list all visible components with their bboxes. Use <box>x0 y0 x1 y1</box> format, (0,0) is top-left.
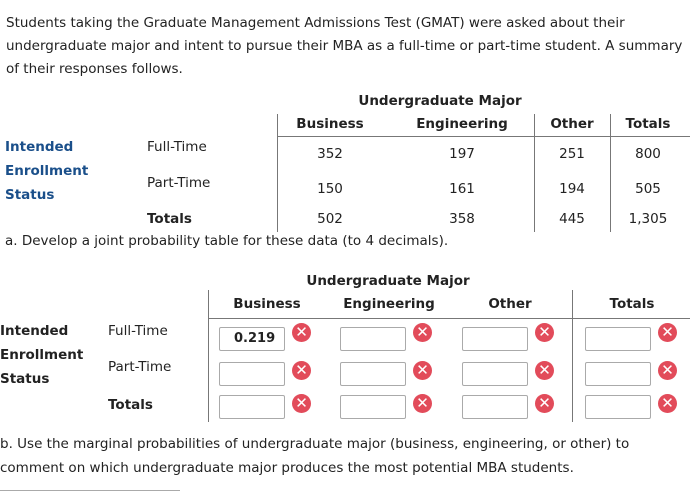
answer-input[interactable] <box>219 395 285 419</box>
column-header: Engineering <box>343 296 435 312</box>
answer-input[interactable] <box>219 362 285 386</box>
row-label: Totals <box>147 211 192 227</box>
cell: 352 <box>317 146 343 162</box>
row-group-label: Enrollment <box>5 163 89 179</box>
answer-input[interactable]: 0.219 <box>219 327 285 351</box>
row-label: Totals <box>108 397 153 413</box>
incorrect-icon: ✕ <box>292 323 311 342</box>
incorrect-icon: ✕ <box>658 361 677 380</box>
incorrect-icon: ✕ <box>535 361 554 380</box>
column-header: Totals <box>625 116 671 132</box>
cell: 194 <box>559 181 585 197</box>
incorrect-icon: ✕ <box>413 361 432 380</box>
group-header: Undergraduate Major <box>306 273 470 289</box>
rule <box>610 114 611 232</box>
column-header: Engineering <box>416 116 508 132</box>
column-header: Other <box>488 296 532 312</box>
incorrect-icon: ✕ <box>413 394 432 413</box>
answer-input[interactable] <box>585 327 651 351</box>
incorrect-icon: ✕ <box>292 361 311 380</box>
answer-input[interactable] <box>462 362 528 386</box>
answer-input[interactable] <box>462 327 528 351</box>
column-header: Totals <box>609 296 655 312</box>
cell: 800 <box>635 146 661 162</box>
cell: 358 <box>449 211 475 227</box>
incorrect-icon: ✕ <box>413 323 432 342</box>
row-group-label: Status <box>0 371 50 387</box>
row-label: Part-Time <box>108 359 172 375</box>
incorrect-icon: ✕ <box>658 323 677 342</box>
column-header: Business <box>296 116 364 132</box>
answer-input[interactable] <box>462 395 528 419</box>
row-label: Full-Time <box>108 323 168 339</box>
incorrect-icon: ✕ <box>658 394 677 413</box>
group-header: Undergraduate Major <box>358 93 522 109</box>
incorrect-icon: ✕ <box>535 323 554 342</box>
answer-input[interactable] <box>340 327 406 351</box>
incorrect-icon: ✕ <box>535 394 554 413</box>
cell: 161 <box>449 181 475 197</box>
incorrect-icon: ✕ <box>292 394 311 413</box>
rule <box>208 290 209 422</box>
answer-input[interactable] <box>585 362 651 386</box>
row-label: Full-Time <box>147 139 207 155</box>
cell: 197 <box>449 146 475 162</box>
part-a: a. Develop a joint probability table for… <box>5 233 449 249</box>
answer-input[interactable] <box>585 395 651 419</box>
cell: 1,305 <box>628 211 668 227</box>
cell: 445 <box>559 211 585 227</box>
column-header: Business <box>233 296 301 312</box>
row-group-label: Enrollment <box>0 347 84 363</box>
rule <box>277 136 690 137</box>
rule <box>534 114 535 232</box>
row-group-label: Intended <box>0 323 69 339</box>
part-b: b. Use the marginal probabilities of und… <box>0 436 630 476</box>
intro: Students taking the Graduate Management … <box>6 15 683 77</box>
answer-input[interactable] <box>340 362 406 386</box>
rule <box>208 318 690 319</box>
answer-input[interactable] <box>340 395 406 419</box>
rule <box>277 114 278 232</box>
rule <box>572 290 573 422</box>
cell: 251 <box>559 146 585 162</box>
row-group-label: Status <box>5 187 55 203</box>
row-label: Part-Time <box>147 175 211 191</box>
answer-box-edge <box>0 490 180 491</box>
row-group-label: Intended <box>5 139 74 155</box>
column-header: Other <box>550 116 594 132</box>
cell: 150 <box>317 181 343 197</box>
cell: 502 <box>317 211 343 227</box>
cell: 505 <box>635 181 661 197</box>
